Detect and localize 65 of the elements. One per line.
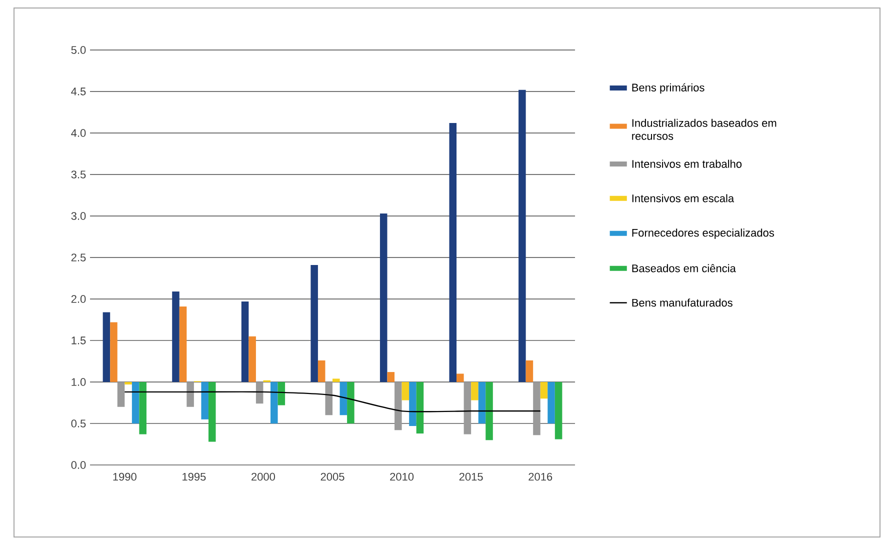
y-tick-label: 0.5 [71, 420, 86, 428]
y-tick-label: 3.0 [71, 212, 86, 220]
x-tick-label: 1990 [113, 472, 136, 481]
bar [179, 306, 187, 382]
bar [186, 382, 194, 407]
y-tick-label: 3.5 [71, 170, 86, 178]
bar [402, 382, 410, 400]
bar [380, 214, 388, 382]
y-tick-label: 0.0 [71, 461, 86, 469]
x-tick-label: 2016 [528, 472, 552, 481]
legend-label: Intensivos em escala [632, 194, 734, 202]
bar [332, 378, 340, 382]
bar [340, 382, 348, 416]
y-tick-label: 4.0 [71, 129, 86, 137]
y-tick-label: 5.0 [71, 46, 86, 54]
x-tick-label: 1995 [182, 472, 206, 481]
y-tick-label: 2.0 [71, 295, 86, 303]
legend-label: Baseados em ciência [632, 264, 736, 272]
x-tick-label: 2010 [390, 472, 414, 481]
bar [278, 382, 286, 406]
bar [132, 382, 140, 424]
bar [540, 382, 548, 399]
bar [554, 382, 562, 440]
bar [270, 382, 278, 424]
y-tick-label: 4.5 [71, 88, 86, 96]
legend-label: Intensivos em trabalho [632, 160, 742, 168]
bar [117, 382, 125, 407]
legend-label: Industrializados baseados em recursos [632, 118, 776, 140]
x-tick-label: 2005 [320, 472, 344, 481]
bar [394, 382, 402, 430]
bar [449, 123, 457, 382]
y-tick-label: 1.5 [72, 336, 86, 344]
legend-label: Bens manufaturados [632, 298, 732, 307]
bar [387, 372, 395, 382]
bar [533, 382, 540, 436]
bar [124, 382, 132, 384]
legend-label: Fornecedores especializados [632, 228, 774, 239]
bar [416, 382, 424, 434]
legend-label: Bens primários [632, 83, 704, 94]
bar [486, 382, 493, 440]
bar [318, 360, 326, 382]
bar [110, 322, 118, 382]
bar [248, 336, 256, 382]
y-tick-label: 1.0 [72, 378, 86, 386]
bar [139, 382, 146, 434]
bar [201, 382, 208, 420]
bar [409, 382, 416, 426]
bar [471, 382, 478, 400]
bar [256, 382, 264, 404]
y-tick-label: 2.5 [71, 254, 86, 262]
bar [325, 382, 333, 416]
bar [518, 90, 526, 382]
bar [102, 312, 110, 382]
bar [478, 382, 486, 424]
bar [310, 264, 318, 382]
bar [347, 382, 354, 424]
bar [456, 374, 464, 382]
bar [548, 382, 555, 424]
bar [241, 301, 249, 382]
bar [464, 382, 472, 434]
x-tick-label: 2000 [252, 472, 276, 481]
bar [172, 292, 180, 382]
bar [208, 382, 216, 442]
x-tick-label: 2015 [459, 472, 483, 481]
bar [526, 360, 534, 382]
